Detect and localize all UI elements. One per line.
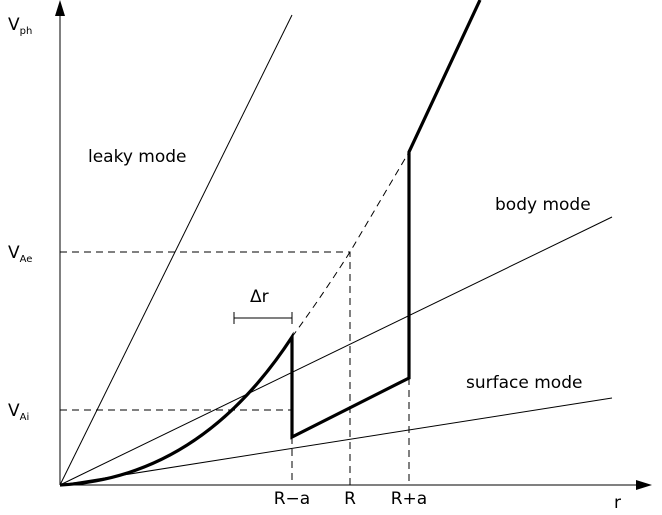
x-arrow: [636, 480, 652, 490]
body-line: [59, 216, 613, 486]
r-label: R: [344, 489, 356, 509]
vae-main: V: [8, 243, 20, 263]
x-axis-label: r: [614, 493, 621, 513]
width-label: Δr: [250, 287, 269, 307]
leaky-label: leaky mode: [88, 147, 187, 167]
width-bracket: [233, 312, 293, 324]
phase-speed-curve: [59, 0, 482, 487]
y-axis-label: Vph: [8, 15, 32, 37]
vai-main: V: [8, 401, 20, 421]
surface-line: [59, 397, 613, 486]
dashed-continuation: [291, 151, 410, 338]
y-sub: ph: [20, 26, 33, 37]
r-plus-label: R+a: [391, 489, 427, 509]
vae-sub: Ae: [20, 254, 33, 265]
vae-guide: [60, 251, 351, 485]
r-minus-label: R−a: [274, 489, 310, 509]
vai-label: VAi: [8, 401, 29, 423]
vae-label: VAe: [8, 243, 32, 265]
body-label: body mode: [495, 195, 591, 215]
vai-sub: Ai: [20, 412, 30, 423]
surface-label: surface mode: [466, 373, 582, 393]
y-main: V: [8, 15, 20, 35]
leaky-line: [59, 14, 293, 486]
y-arrow: [55, 0, 65, 16]
